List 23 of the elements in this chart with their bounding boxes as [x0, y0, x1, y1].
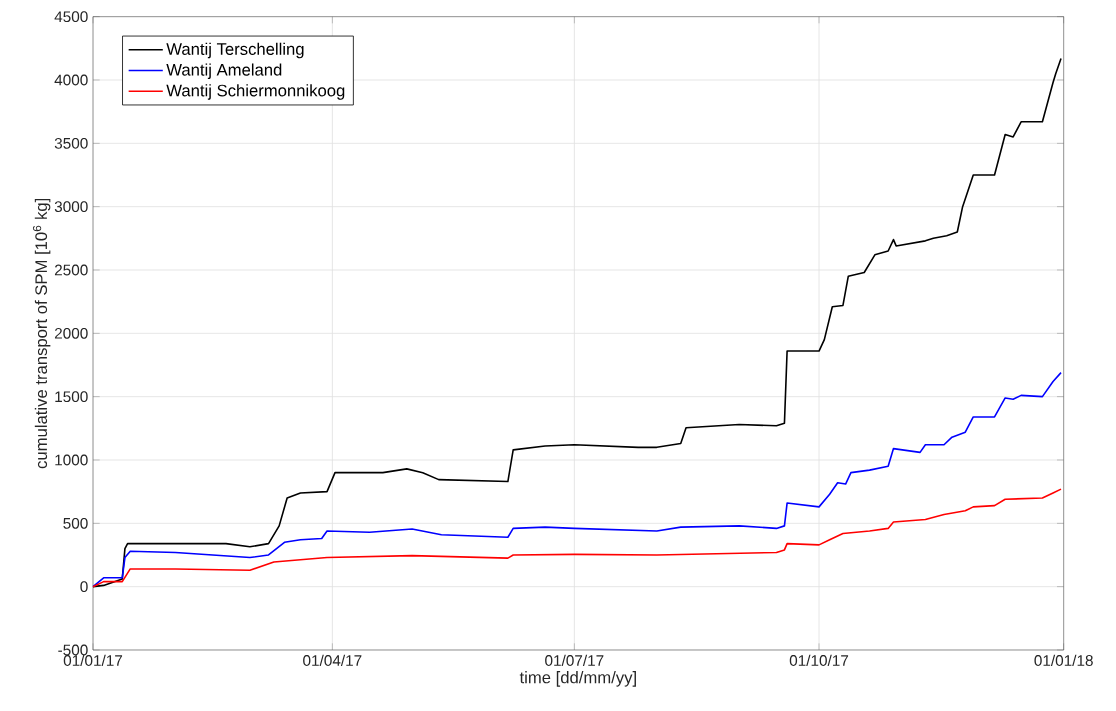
line-series	[92, 488, 1062, 588]
legend-label: Wantij Schiermonnikoog	[166, 84, 345, 100]
y-tick-label: 2500	[54, 264, 88, 276]
x-tick-label: 01/04/17	[303, 654, 362, 666]
y-axis-title: cumulative transport of SPM [10$^{6}$ kg]	[32, 198, 51, 469]
y-tick-label: 2000	[54, 327, 88, 339]
y-tick-label: 3000	[54, 201, 88, 213]
y-tick-label: 4000	[54, 74, 88, 86]
y-tick-label: -500	[58, 644, 88, 656]
legend-label: Wantij Terschelling	[166, 42, 304, 59]
legend-label: Wantij Ameland	[166, 63, 282, 79]
y-tick-label: 4500	[54, 11, 88, 23]
x-tick-label: 01/01/17	[63, 654, 123, 666]
x-axis-title: time [dd/mm/yy]	[519, 671, 636, 687]
y-tick-label: 1500	[55, 391, 88, 403]
line-series	[92, 371, 1062, 588]
y-tick-label: 0	[80, 581, 88, 593]
y-tick-label: 3500	[54, 137, 88, 149]
x-tick-label: 01/01/18	[1034, 654, 1093, 666]
x-tick-label: 01/07/17	[545, 654, 604, 666]
y-tick-label: 500	[63, 517, 88, 529]
y-tick-label: 1000	[55, 454, 88, 466]
x-tick-label: 01/10/17	[789, 654, 849, 666]
